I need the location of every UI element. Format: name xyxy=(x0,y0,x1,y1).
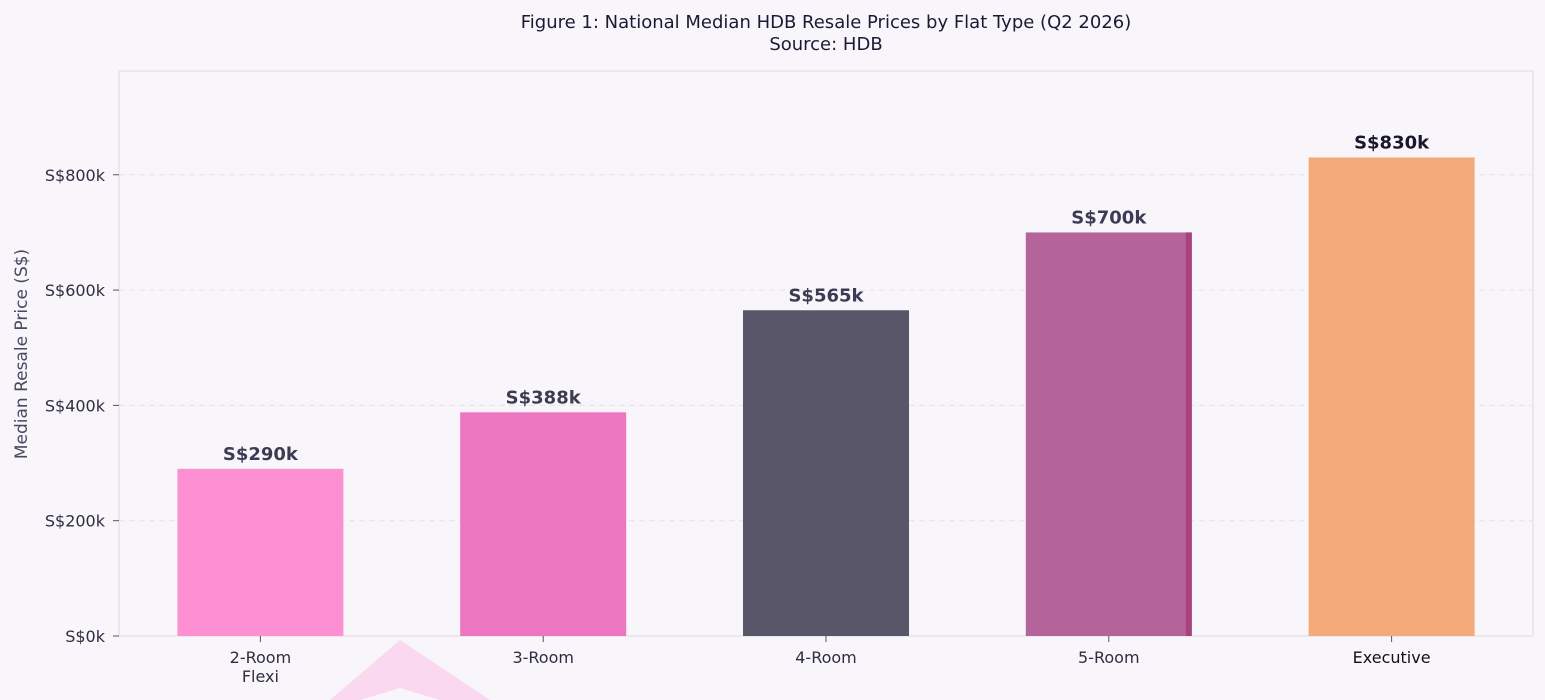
chart-subtitle: Source: HDB xyxy=(769,34,882,55)
x-tick-label: 2-Room xyxy=(230,648,292,667)
x-tick-label: 5-Room xyxy=(1078,648,1140,667)
bar-value-label: S$565k xyxy=(788,285,864,306)
chart-title: Figure 1: National Median HDB Resale Pri… xyxy=(521,12,1132,33)
bars: S$290k S$388k S$565k S$700k S$830k xyxy=(177,132,1475,636)
y-axis-label: Median Resale Price (S$) xyxy=(12,249,32,459)
y-tick-label: S$0k xyxy=(65,627,106,646)
bar xyxy=(1025,232,1192,636)
bar-value-label: S$830k xyxy=(1354,132,1430,153)
bar xyxy=(177,468,344,636)
x-tick-label: Flexi xyxy=(242,667,279,686)
y-tick-label: S$200k xyxy=(45,512,106,531)
bar-value-label: S$700k xyxy=(1071,207,1147,228)
bar-value-label: S$388k xyxy=(506,387,582,408)
y-tick-label: S$800k xyxy=(45,166,106,185)
grid-lines xyxy=(119,174,1533,522)
y-tick-label: S$400k xyxy=(45,396,106,415)
x-tick-label: 3-Room xyxy=(512,648,574,667)
bar xyxy=(460,412,627,636)
x-tick-label: 4-Room xyxy=(795,648,857,667)
x-tick-label: Executive xyxy=(1353,648,1431,667)
bar-edge-highlight xyxy=(1185,232,1192,636)
bar xyxy=(743,310,909,636)
bar-value-label: S$290k xyxy=(223,444,299,465)
watermark-chevron xyxy=(330,640,490,700)
y-tick-label: S$600k xyxy=(45,281,106,300)
bar xyxy=(1308,157,1475,636)
